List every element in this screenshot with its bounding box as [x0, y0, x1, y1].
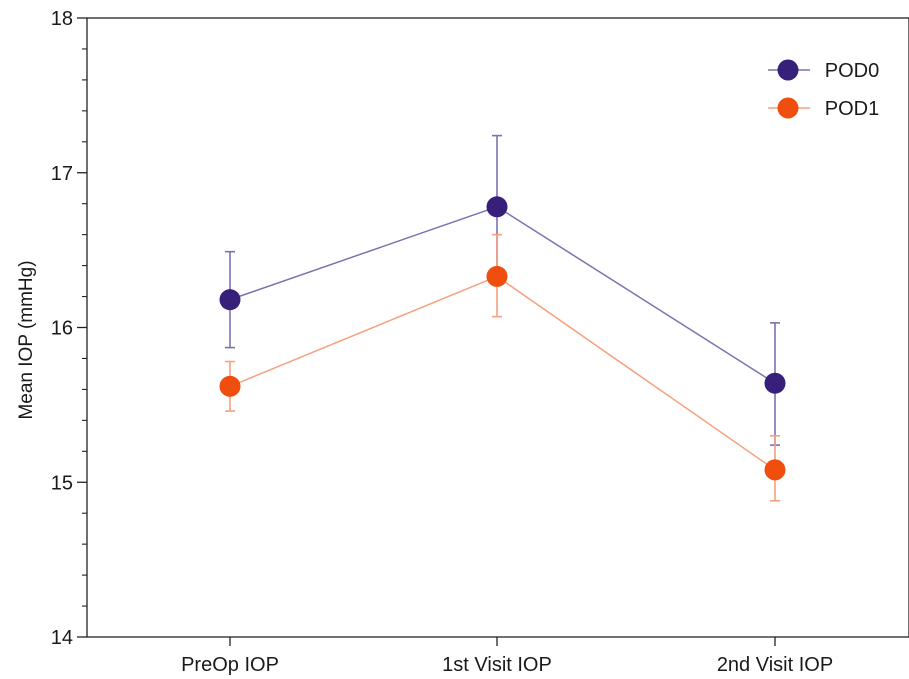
y-axis-title: Mean IOP (mmHg): [16, 260, 37, 419]
y-tick-label: 15: [51, 472, 73, 494]
series-line-pod1: [229, 275, 776, 471]
legend-label-pod1: POD1: [825, 98, 879, 120]
data-point-pod1: [219, 375, 241, 397]
legend: POD0 POD1: [768, 59, 879, 120]
y-tick-label: 17: [51, 163, 73, 185]
x-tick-label: 2nd Visit IOP: [717, 654, 833, 676]
y-tick-label: 16: [51, 318, 73, 340]
y-tick-label: 14: [51, 627, 73, 649]
tick-marks: [77, 17, 776, 646]
series-lines: [229, 205, 776, 471]
x-tick-label: PreOp IOP: [181, 654, 279, 676]
series-line-pod0: [229, 205, 776, 384]
data-point-pod0: [764, 372, 786, 394]
legend-marker-pod0: [777, 59, 799, 81]
tick-labels: 14 15 16 17 18 PreOp IOP 1st Visit IOP 2nd Visi…: [51, 8, 833, 676]
legend-label-pod0: POD0: [825, 60, 879, 82]
y-tick-label: 18: [51, 8, 73, 30]
data-point-pod0: [219, 289, 241, 311]
legend-marker-pod1: [777, 97, 799, 119]
error-bars: [225, 134, 780, 502]
data-point-pod1: [764, 459, 786, 481]
x-tick-label: 1st Visit IOP: [442, 654, 552, 676]
data-point-pod0: [486, 196, 508, 218]
data-points: [219, 196, 786, 481]
data-point-pod1: [486, 265, 508, 287]
